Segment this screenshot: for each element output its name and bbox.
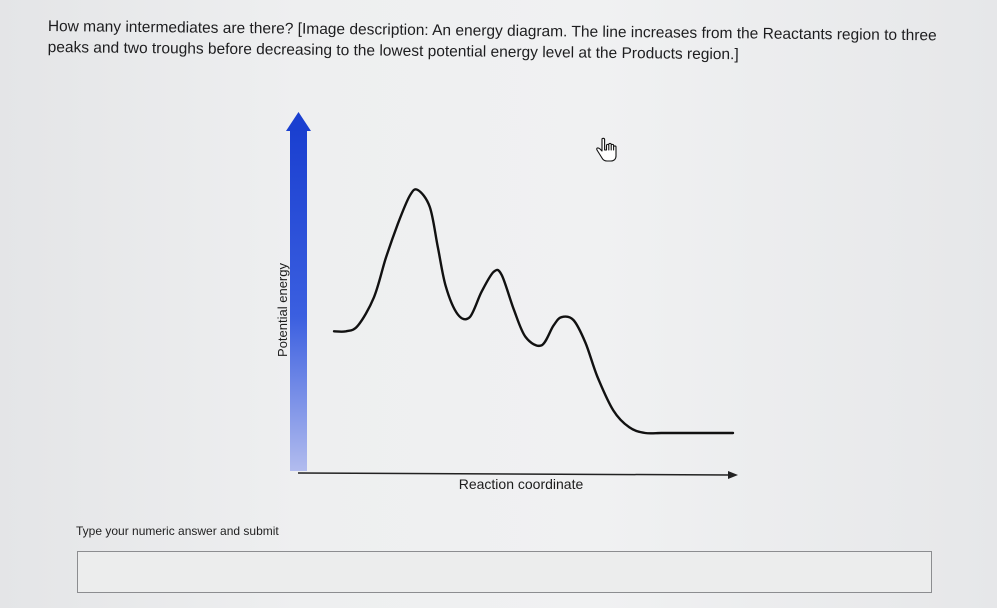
y-axis-label: Potential energy [275,263,290,357]
x-axis-arrowhead [728,471,738,479]
energy-curve-line [332,188,735,435]
x-axis-label: Reaction coordinate [459,476,584,492]
x-axis [297,472,731,476]
hand-pointer-icon [596,137,617,162]
y-axis [290,128,307,471]
answer-prompt: Type your numeric answer and submit [76,524,279,538]
y-axis-arrowhead [286,112,311,131]
numeric-answer-input[interactable] [77,551,932,593]
